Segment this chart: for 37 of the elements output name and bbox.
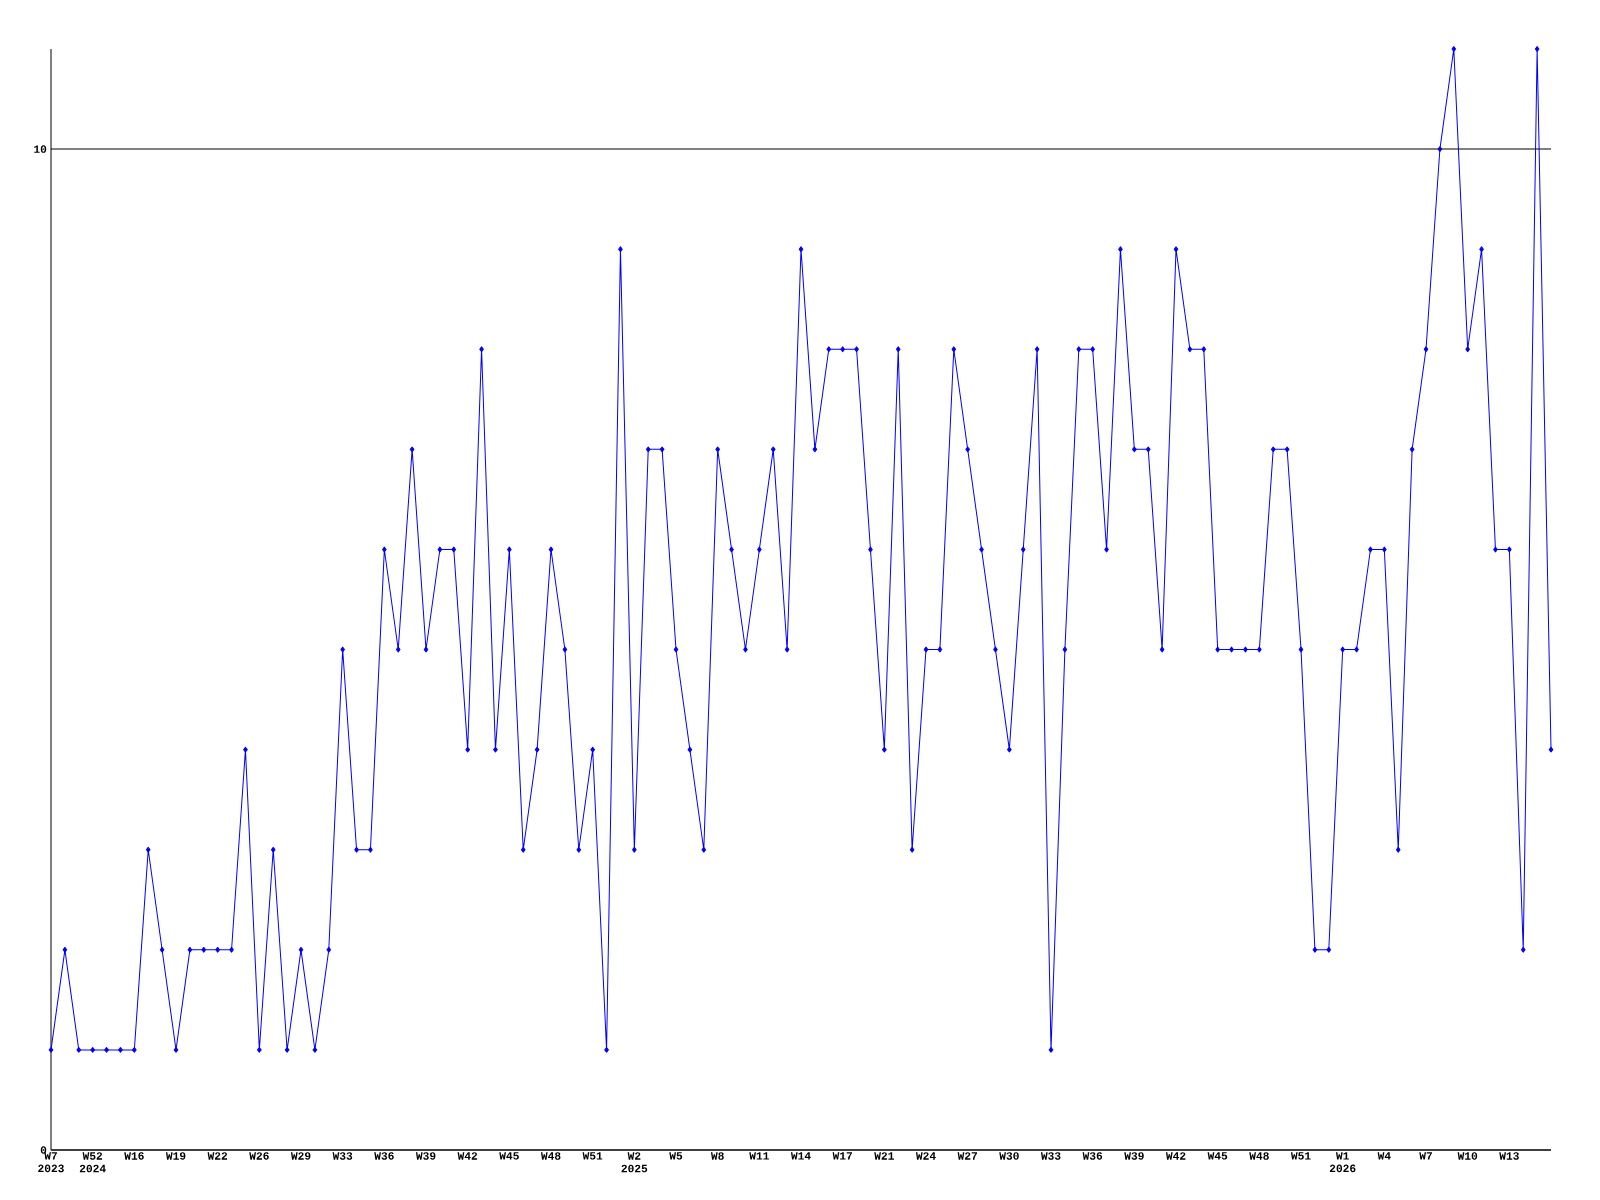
x-tick-label: W42 (457, 1152, 478, 1160)
x-tick-label: W48 (540, 1152, 561, 1160)
x-tick-label: W19 (165, 1152, 186, 1160)
x-tick-label: W27 (957, 1152, 977, 1160)
x-tick-label: W1 2026 (1329, 1152, 1356, 1173)
x-tick-label: W30 (999, 1152, 1019, 1160)
x-tick-label: W7 (1419, 1152, 1432, 1160)
x-tick-label: W29 (290, 1152, 311, 1160)
x-tick-label: W39 (1124, 1152, 1144, 1160)
x-tick-label: W39 (415, 1152, 436, 1160)
x-tick-label: W26 (249, 1152, 269, 1160)
x-tick-label: W5 (669, 1152, 683, 1160)
x-tick-label: W13 (1499, 1152, 1519, 1160)
x-tick-label: W14 (790, 1152, 811, 1160)
x-tick-label: W11 (749, 1152, 769, 1160)
y-tick-label: 0 (40, 1146, 47, 1154)
x-tick-label: W10 (1457, 1152, 1478, 1160)
x-tick-label: W33 (332, 1152, 353, 1160)
y-tick-label: 10 (34, 145, 47, 153)
x-tick-label: W22 (207, 1152, 228, 1160)
x-tick-label: W51 (1290, 1152, 1311, 1160)
x-tick-label: W17 (832, 1152, 852, 1160)
x-tick-label: W45 (499, 1152, 519, 1160)
x-tick-label: W45 (1207, 1152, 1228, 1160)
x-tick-label: W42 (1165, 1152, 1186, 1160)
x-tick-label: W36 (1082, 1152, 1103, 1160)
x-tick-label: W8 (710, 1152, 724, 1160)
x-tick-label: W52 2024 (79, 1152, 106, 1173)
x-tick-label: W36 (374, 1152, 394, 1160)
x-tick-label: W21 (874, 1152, 894, 1160)
x-tick-label: W24 (915, 1152, 936, 1160)
x-tick-label: W33 (1040, 1152, 1061, 1160)
x-tick-label: W2 2025 (621, 1152, 648, 1173)
x-tick-label: W51 (582, 1152, 603, 1160)
x-tick-label: W48 (1249, 1152, 1269, 1160)
x-tick-label: W4 (1377, 1152, 1391, 1160)
x-tick-label: W16 (124, 1152, 144, 1160)
